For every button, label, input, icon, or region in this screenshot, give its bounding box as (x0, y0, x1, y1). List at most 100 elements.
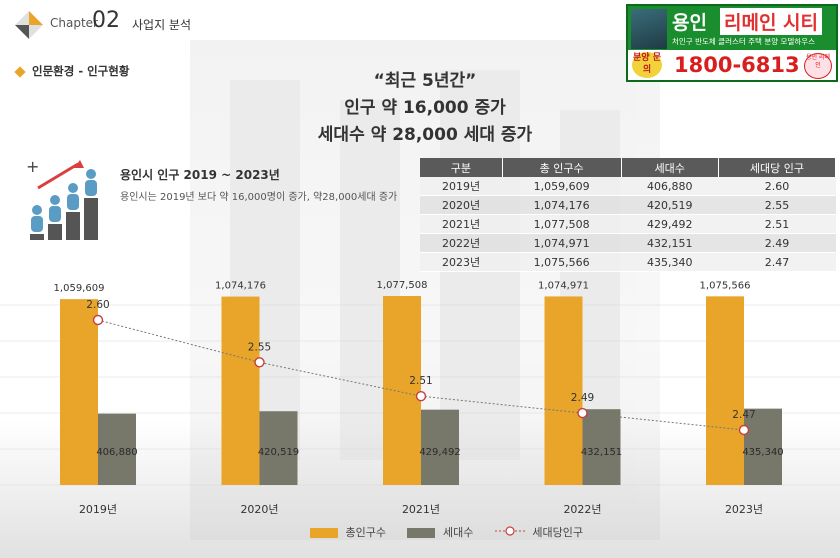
svg-text:+: + (26, 158, 39, 176)
data-label-ratio: 2.49 (571, 392, 594, 404)
legend-swatch-population (310, 528, 338, 538)
data-label-households: 435,340 (742, 447, 783, 458)
data-label-ratio: 2.51 (409, 375, 432, 387)
bar-population (383, 296, 421, 485)
table-header-cell: 총 인구수 (502, 158, 622, 177)
table-row: 2023년 1,075,566 435,340 2.47 (420, 252, 836, 272)
bar-households (98, 413, 136, 485)
ad-subtitle: 처인구 반도체 클러스터 주택 분양 모델하우스 (672, 37, 816, 46)
x-tick-label: 2020년 (240, 503, 278, 516)
x-tick-label: 2022년 (563, 503, 601, 516)
x-tick-label: 2021년 (402, 503, 440, 516)
table-cell: 432,151 (621, 233, 719, 253)
table-cell: 2022년 (420, 233, 503, 253)
table-cell: 406,880 (621, 177, 719, 196)
table-row: 2022년 1,074,971 432,151 2.49 (420, 233, 836, 253)
info-description: 용인시는 2019년 보다 약 16,000명이 증가, 약28,000세대 증… (120, 192, 398, 203)
data-label-population: 1,074,971 (538, 280, 589, 291)
table-cell: 1,074,971 (502, 233, 622, 253)
legend-item-households: 세대수 (407, 524, 473, 540)
headline-line1: “최근 5년간” (373, 71, 477, 91)
data-label-households: 432,151 (581, 447, 622, 458)
data-label-population: 1,075,566 (700, 280, 751, 291)
section-bullet-icon (14, 66, 26, 78)
table-header-row: 구분 총 인구수 세대수 세대당 인구 (420, 158, 837, 177)
table-cell: 2.55 (718, 195, 836, 215)
table-cell: 2.47 (718, 252, 836, 272)
bar-population (706, 296, 744, 485)
table-header-cell: 세대수 (621, 158, 719, 177)
data-label-population: 1,077,508 (377, 280, 428, 291)
table-row: 2020년 1,074,176 420,519 2.55 (420, 195, 836, 215)
info-title: 용인시 인구 2019 ~ 2023년 (120, 168, 280, 182)
legend-swatch-ratio (494, 526, 525, 536)
ad-sale-badge: 분양 문의 (632, 52, 662, 78)
table-cell: 2019년 (420, 177, 503, 196)
legend-item-ratio: 세대당인구 (494, 524, 583, 540)
data-label-households: 406,880 (96, 447, 137, 458)
table-cell: 429,492 (621, 214, 719, 234)
table-cell: 2.60 (718, 177, 836, 196)
chart-legend: 총인구수 세대수 세대당인구 (310, 524, 601, 540)
table-row: 2021년 1,077,508 429,492 2.51 (420, 214, 836, 234)
bar-households (744, 408, 782, 485)
ad-photo (631, 9, 667, 49)
table-cell: 2023년 (420, 252, 503, 272)
legend-item-population: 총인구수 (310, 524, 386, 540)
chapter-header: Chapter 02 사업지 분석 (0, 0, 840, 50)
table-cell: 1,059,609 (502, 177, 622, 196)
bar-population (60, 299, 98, 485)
ad-contact-bar: 분양 문의 1800-6813 용인 리메인 (628, 50, 836, 80)
chapter-title: 사업지 분석 (132, 18, 192, 32)
ad-phone[interactable]: 1800-6813 (674, 53, 800, 77)
chapter-diamond-icon (15, 11, 43, 39)
section-title: 인문환경 - 인구현황 (32, 64, 130, 78)
table-header-cell: 세대당 인구 (718, 158, 837, 177)
ratio-point (92, 314, 104, 326)
ad-logo: 용인 리메인 (804, 53, 832, 79)
table-cell: 435,340 (621, 252, 719, 272)
table-row: 2019년 1,059,609 406,880 2.60 (420, 177, 836, 196)
headline-line2: 인구 약 16,000 증가 (344, 98, 506, 118)
x-tick-label: 2023년 (725, 503, 763, 516)
table-cell: 2021년 (420, 214, 503, 234)
bar-households (582, 409, 621, 485)
ratio-point (415, 390, 427, 402)
bar-population (221, 296, 260, 485)
ratio-line (97, 319, 745, 431)
table-cell: 2.49 (718, 233, 836, 253)
x-tick-label: 2019년 (79, 503, 117, 516)
population-table: 구분 총 인구수 세대수 세대당 인구 2019년 1,059,609 406,… (420, 158, 837, 272)
ad-banner[interactable]: 용인 리메인 시티 처인구 반도체 클러스터 주택 분양 모델하우스 분양 문의… (626, 4, 838, 82)
ad-title-part2: 리메인 시티 (720, 8, 823, 35)
legend-label-ratio: 세대당인구 (532, 526, 583, 539)
headline-line3: 세대수 약 28,000 세대 증가 (317, 125, 533, 145)
table-header-cell: 구분 (420, 158, 503, 177)
bar-households (259, 411, 298, 485)
background-building-image (190, 40, 660, 540)
ad-title-part1: 용인 (672, 12, 707, 34)
table-cell: 1,074,176 (502, 195, 622, 215)
ratio-point (577, 407, 588, 419)
headline: “최근 5년간” 인구 약 16,000 증가 세대수 약 28,000 세대 … (300, 66, 550, 145)
data-label-population: 1,059,609 (54, 283, 105, 294)
data-label-ratio: 2.47 (732, 409, 755, 421)
ratio-point (738, 424, 750, 436)
data-label-ratio: 2.60 (86, 299, 109, 311)
chapter-label: Chapter (50, 16, 98, 30)
population-growth-icon: + (26, 158, 98, 240)
table-cell: 2020년 (420, 195, 503, 215)
ratio-point (254, 357, 265, 368)
population-chart: 1,059,609 406,880 2019년 1,074,176 420,519 202… (0, 280, 840, 516)
bar-households (421, 409, 459, 485)
table-cell: 1,077,508 (502, 214, 622, 234)
table-cell: 420,519 (621, 195, 719, 215)
table-cell: 1,075,566 (502, 252, 622, 272)
data-label-households: 420,519 (258, 447, 299, 458)
bar-population (544, 296, 583, 485)
chapter-number: 02 (92, 8, 120, 33)
table-cell: 2.51 (718, 214, 836, 234)
legend-label-households: 세대수 (442, 526, 474, 539)
data-label-ratio: 2.55 (248, 341, 271, 353)
legend-swatch-households (407, 528, 436, 538)
